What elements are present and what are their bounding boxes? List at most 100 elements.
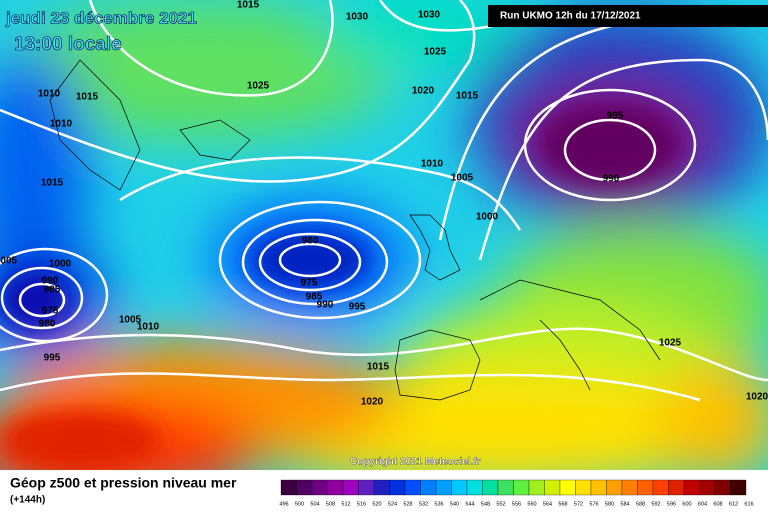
color-scale: 496 500 504 508 512 516 520 524 528 532 536 540 544 5…	[279, 479, 754, 507]
isobar-label: 1025	[247, 81, 270, 92]
scale-label: 536	[434, 501, 443, 507]
isobar-label: 1005	[119, 315, 142, 326]
scale-cell	[606, 479, 623, 496]
isobar-label: 985	[306, 292, 323, 303]
scale-cell	[342, 479, 359, 496]
scale-label: 548	[481, 501, 490, 507]
scale-cell	[420, 479, 437, 496]
scale-cell	[280, 479, 297, 496]
scale-label: 600	[682, 501, 691, 507]
copyright: Copyright 2021 Meteociel.fr	[350, 457, 481, 468]
scale-cell	[621, 479, 638, 496]
scale-label: 588	[636, 501, 645, 507]
scale-cell	[482, 479, 499, 496]
scale-label: 528	[403, 501, 412, 507]
isobar-label: 990	[42, 276, 59, 287]
scale-cell	[404, 479, 421, 496]
scale-label: 544	[465, 501, 474, 507]
isobar-label: 990	[317, 300, 334, 311]
scale-label: 564	[543, 501, 552, 507]
isobar-label: 1020	[412, 86, 435, 97]
isobar-label: 1000	[476, 212, 499, 223]
scale-label: 616	[744, 501, 753, 507]
scale-cell	[699, 479, 716, 496]
scale-label: 520	[372, 501, 381, 507]
scale-label: 584	[620, 501, 629, 507]
scale-label: 580	[605, 501, 614, 507]
scale-label: 552	[496, 501, 505, 507]
isobar-label: 995	[349, 302, 366, 313]
scale-label: 608	[713, 501, 722, 507]
isobar-label: 1010	[38, 89, 61, 100]
scale-cell	[730, 479, 747, 496]
isobar-label: 980	[39, 319, 56, 330]
isobar-label: 985	[44, 285, 61, 296]
scale-label: 612	[729, 501, 738, 507]
isobar-label: 975	[301, 278, 318, 289]
isobar-label: 1010	[50, 119, 73, 130]
isobar-label: 1015	[41, 178, 64, 189]
isobar-label: 1010	[421, 159, 444, 170]
scale-label: 560	[527, 501, 536, 507]
scale-label: 496	[279, 501, 288, 507]
isobar-label: 1005	[0, 256, 18, 267]
scale-cell	[513, 479, 530, 496]
date-title: jeudi 23 décembre 2021	[5, 8, 197, 27]
scale-cell	[528, 479, 545, 496]
isobar-label: 1020	[746, 392, 768, 403]
isobar-label: 980	[302, 236, 319, 247]
scale-label: 516	[357, 501, 366, 507]
run-label: Run UKMO 12h du 17/12/2021	[500, 11, 641, 22]
scale-cell	[435, 479, 452, 496]
scale-label: 556	[512, 501, 521, 507]
scale-cell	[451, 479, 468, 496]
scale-cell	[637, 479, 654, 496]
scale-cell	[714, 479, 731, 496]
scale-label: 532	[419, 501, 428, 507]
coastlines	[49, 59, 661, 401]
scale-cell	[668, 479, 685, 496]
scale-label: 512	[341, 501, 350, 507]
footer-title: Géop z500 et pression niveau mer	[10, 475, 237, 491]
time-title: 13:00 locale	[14, 34, 122, 55]
scale-label: 524	[388, 501, 397, 507]
isobar-label: 1015	[456, 91, 479, 102]
isobar-label: 1020	[361, 397, 384, 408]
isobar-label: 1030	[418, 10, 441, 21]
scale-label: 568	[558, 501, 567, 507]
scale-label: 540	[450, 501, 459, 507]
isobar-label: 995	[607, 111, 624, 122]
scale-cell	[575, 479, 592, 496]
scale-label: 572	[574, 501, 583, 507]
isobars	[0, 0, 768, 402]
isobar-label: 1030	[346, 12, 369, 23]
scale-label: 576	[589, 501, 598, 507]
isobar-label: 1025	[424, 47, 447, 58]
scale-cell	[683, 479, 700, 496]
scale-label: 508	[326, 501, 335, 507]
scale-cell	[389, 479, 406, 496]
isobar-label: 1015	[76, 92, 99, 103]
scale-cell	[311, 479, 328, 496]
isobar-label: 975	[42, 306, 59, 317]
scale-label: 604	[698, 501, 707, 507]
scale-cell	[544, 479, 561, 496]
scale-label: 592	[651, 501, 660, 507]
scale-cell	[358, 479, 375, 496]
scale-cell	[559, 479, 576, 496]
scale-cell	[296, 479, 313, 496]
isobar-label: 1000	[49, 259, 72, 270]
scale-cell	[327, 479, 344, 496]
isobar-label: 995	[44, 353, 61, 364]
isobar-label: 990	[603, 174, 620, 185]
scale-cell	[497, 479, 514, 496]
scale-label: 500	[295, 501, 304, 507]
isobar-label: 1010	[137, 322, 160, 333]
isobar-labels: 1015 1030 1030 1025 1025 1020 1015 1010 1015 1010…	[0, 0, 768, 408]
scale-label: 596	[667, 501, 676, 507]
run-box	[488, 5, 768, 27]
isobar-label: 1015	[367, 362, 390, 373]
scale-cell	[373, 479, 390, 496]
scale-cell	[652, 479, 669, 496]
